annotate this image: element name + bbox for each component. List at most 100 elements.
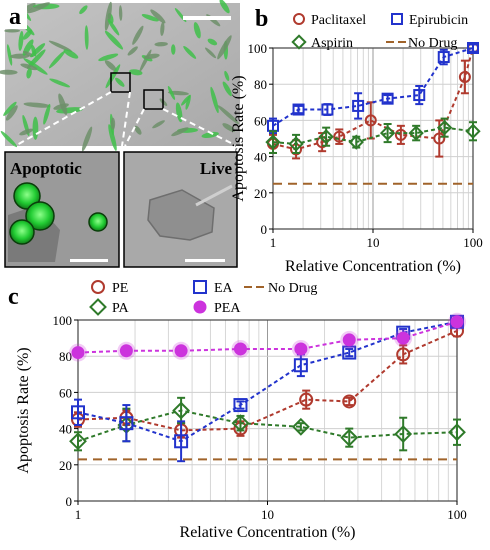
- y-tick-label: 100: [53, 313, 73, 328]
- scale-bar: [183, 16, 231, 20]
- data-point: [408, 125, 424, 141]
- cell: [27, 2, 50, 14]
- cell: [224, 70, 230, 82]
- cell: [127, 46, 138, 56]
- cell: [141, 14, 159, 22]
- data-point: [379, 125, 396, 141]
- cell: [150, 9, 166, 24]
- live-cell-process: [195, 184, 233, 207]
- data-point: [342, 345, 357, 360]
- legend-label: Aspirin: [311, 36, 353, 51]
- y-tick-label: 80: [254, 77, 267, 92]
- data-point: [288, 136, 304, 152]
- chart-c-plot: 1 10 100 0 20 40 60 80 100 Relative Concentration…: [15, 280, 467, 541]
- data-point: [193, 280, 207, 294]
- data-point: [396, 331, 410, 345]
- cell: [0, 131, 17, 148]
- cell: [20, 63, 38, 71]
- cell: [23, 29, 33, 40]
- data-point: [458, 70, 471, 83]
- series-pea: [69, 312, 466, 362]
- zoom-line: [124, 108, 145, 147]
- microscopy-panel: a Apoptotic Live: [0, 0, 240, 268]
- cell-field: [0, 0, 240, 152]
- cell: [23, 102, 51, 108]
- cell: [115, 77, 125, 87]
- cell: [49, 78, 71, 88]
- data-point: [381, 92, 394, 105]
- legend-label: No Drug: [408, 36, 457, 51]
- y-tick-label: 40: [254, 150, 267, 165]
- legend-item: No Drug: [386, 36, 457, 51]
- cell: [154, 41, 168, 47]
- live-cell: [147, 189, 215, 241]
- cell: [63, 49, 79, 59]
- data-point: [465, 123, 481, 139]
- cell: [79, 5, 88, 15]
- cell: [201, 131, 219, 138]
- cell: [19, 128, 34, 136]
- y-tick-label: 100: [248, 41, 268, 56]
- y-tick-label: 40: [59, 422, 72, 437]
- legend-item: PE: [91, 280, 128, 296]
- cell: [205, 47, 217, 59]
- cell: [30, 43, 46, 58]
- cell: [217, 35, 232, 60]
- cell: [105, 64, 121, 89]
- cell: [98, 53, 119, 62]
- cell: [104, 1, 112, 31]
- cell: [210, 86, 219, 114]
- cell: [193, 22, 201, 39]
- data-point: [321, 103, 334, 116]
- cell: [118, 5, 123, 21]
- data-point: [231, 414, 250, 433]
- y-tick-label: 20: [59, 458, 72, 473]
- cell: [84, 25, 89, 50]
- zoom-box-left: [110, 72, 131, 93]
- apoptotic-cell: [9, 219, 35, 245]
- apoptotic-cell: [88, 212, 108, 232]
- cell: [0, 69, 18, 75]
- x-tick-label: 100: [447, 507, 467, 522]
- cell: [58, 93, 68, 116]
- cell: [107, 19, 120, 36]
- data-point: [394, 425, 413, 443]
- data-point: [119, 344, 133, 358]
- data-point: [174, 344, 188, 358]
- legend-item: PEA: [193, 300, 241, 316]
- data-point: [291, 417, 310, 436]
- panel-b-letter: b: [255, 6, 268, 32]
- legend-item: EA: [193, 280, 234, 296]
- legend-item: No Drug: [244, 281, 317, 296]
- cell: [5, 105, 18, 121]
- legend-item: PA: [89, 298, 130, 316]
- series-line: [77, 329, 458, 432]
- cell: [132, 25, 144, 45]
- legend-item: Epirubicin: [391, 13, 468, 28]
- cell: [167, 85, 176, 100]
- cell: [6, 44, 13, 66]
- data-point: [391, 13, 403, 25]
- data-point: [413, 89, 426, 102]
- legend-label: Epirubicin: [409, 13, 468, 28]
- x-tick-label: 10: [261, 507, 274, 522]
- x-tick-label: 10: [367, 235, 380, 250]
- inset-right-label: Live: [200, 159, 233, 178]
- legend-label: PE: [112, 281, 128, 296]
- data-point: [174, 434, 189, 449]
- data-point: [342, 394, 357, 409]
- series-aspirin: [265, 117, 481, 154]
- cell: [26, 49, 46, 69]
- legend-label: PEA: [214, 301, 241, 316]
- data-point: [396, 347, 411, 362]
- panel-a-letter-bg: [5, 3, 27, 29]
- cell: [183, 45, 197, 59]
- legend-label: Paclitaxel: [311, 13, 366, 28]
- data-point: [333, 130, 346, 143]
- series-line: [77, 320, 458, 354]
- data-point: [71, 405, 85, 420]
- data-point: [265, 134, 281, 150]
- data-point: [119, 416, 134, 431]
